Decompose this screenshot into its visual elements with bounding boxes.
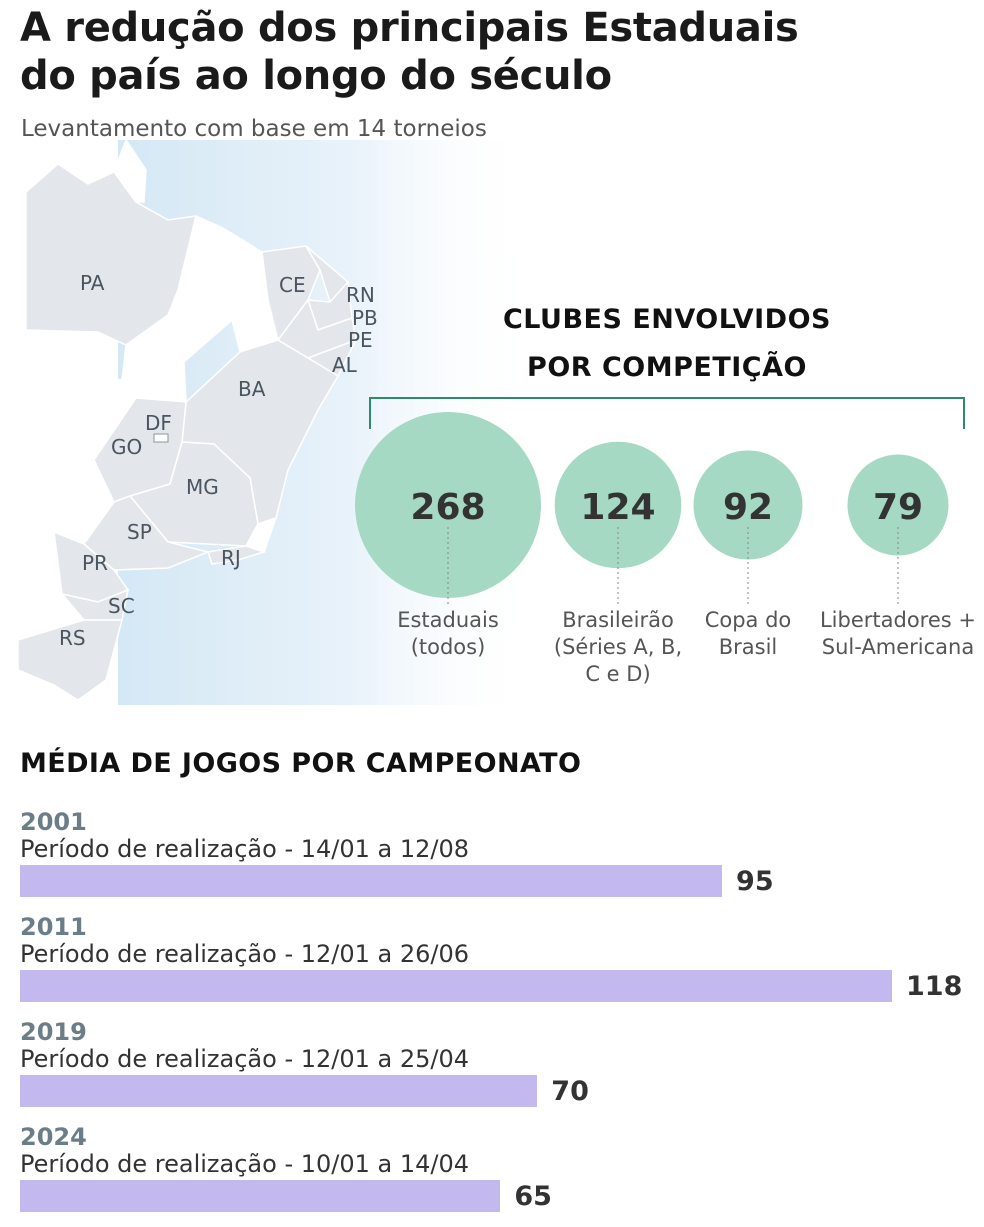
bar	[20, 1075, 538, 1107]
bubble-value-1: 124	[580, 487, 655, 528]
bar-period-label: Período de realização - 12/01 a 25/04	[20, 1045, 470, 1073]
clubes-bubble-chart: 268 Estaduais (todos) 124 Brasileirão (Séries…	[350, 400, 984, 700]
state-shape-DF	[153, 433, 169, 443]
bubble-value-0: 268	[410, 487, 485, 528]
clubes-chart-title: CLUBES ENVOLVIDOS POR COMPETIÇÃO	[370, 296, 964, 392]
state-label-PE: PE	[348, 328, 373, 352]
bar-period-label: Período de realização - 12/01 a 26/06	[20, 940, 470, 968]
bar-row: 95	[20, 865, 980, 899]
state-label-SP: SP	[127, 520, 152, 544]
clubes-bubble-svg: 268 Estaduais (todos) 124 Brasileirão (Séries…	[355, 412, 976, 686]
bar-period-label: Período de realização - 10/01 a 14/04	[20, 1150, 470, 1178]
state-shape-RJ	[207, 545, 267, 565]
state-label-PA: PA	[80, 271, 105, 295]
state-shape-SC	[59, 588, 130, 621]
bar-row: 70	[20, 1075, 980, 1109]
bubble-label-0: Estaduais (todos)	[397, 608, 499, 659]
state-label-RN: RN	[346, 283, 375, 307]
bar-group-2001: 2001 Período de realização - 14/01 a 12/0…	[20, 808, 980, 899]
state-label-CE: CE	[279, 273, 306, 297]
clubes-title-line-2: POR COMPETIÇÃO	[527, 352, 807, 383]
bar	[20, 865, 723, 897]
bar	[20, 970, 892, 1002]
bubble-2	[693, 450, 803, 560]
media-chart-title: MÉDIA DE JOGOS POR CAMPEONATO	[20, 748, 582, 779]
state-label-AL: AL	[332, 353, 358, 377]
bubble-0	[355, 412, 541, 598]
bar-year-label: 2001	[20, 808, 87, 836]
bubble-3	[847, 454, 949, 556]
title-line-1: A redução dos principais Estaduais	[20, 5, 799, 51]
state-label-RJ: RJ	[221, 546, 241, 570]
bar-period-label: Período de realização - 14/01 a 12/08	[20, 835, 470, 863]
state-label-SC: SC	[108, 594, 135, 618]
state-label-PB: PB	[352, 306, 378, 330]
bubble-value-2: 92	[723, 487, 773, 528]
state-shape-RS	[18, 619, 123, 701]
state-label-RS: RS	[59, 626, 86, 650]
state-shape-AP	[113, 140, 147, 203]
bar-group-2019: 2019 Período de realização - 12/01 a 25/0…	[20, 1018, 980, 1109]
state-label-MG: MG	[186, 475, 219, 499]
bubble-label-2: Copa do Brasil	[705, 608, 792, 659]
bar-value-label: 65	[514, 1181, 552, 1212]
bar-value-label: 95	[736, 866, 774, 897]
bar-value-label: 118	[906, 971, 963, 1002]
bar-row: 118	[20, 970, 980, 1004]
subtitle: Levantamento com base em 14 torneios	[21, 116, 487, 142]
state-shape-SP	[82, 495, 211, 571]
bubble-value-3: 79	[873, 487, 923, 528]
clubes-bracket	[369, 397, 965, 429]
bar-value-label: 70	[551, 1076, 589, 1107]
bar-group-2011: 2011 Período de realização - 12/01 a 26/0…	[20, 913, 980, 1004]
bubble-1	[554, 441, 682, 569]
bar-row: 65	[20, 1180, 980, 1214]
state-label-GO: GO	[111, 435, 142, 459]
bar-year-label: 2019	[20, 1018, 87, 1046]
bubble-label-3: Libertadores + Sul-Americana	[820, 608, 976, 659]
clubes-title-line-1: CLUBES ENVOLVIDOS	[502, 304, 831, 335]
state-label-BA: BA	[238, 377, 266, 401]
bar	[20, 1180, 501, 1212]
title-line-2: do país ao longo do século	[20, 53, 612, 99]
bar-group-2024: 2024 Período de realização - 10/01 a 14/0…	[20, 1123, 980, 1214]
page-title: A redução dos principais Estaduais do pa…	[20, 4, 920, 100]
bar-year-label: 2011	[20, 913, 87, 941]
bar-year-label: 2024	[20, 1123, 87, 1151]
state-label-PR: PR	[82, 551, 108, 575]
state-label-DF: DF	[145, 411, 172, 435]
bubble-label-1: Brasileirão (Séries A, B, C e D)	[554, 608, 682, 686]
